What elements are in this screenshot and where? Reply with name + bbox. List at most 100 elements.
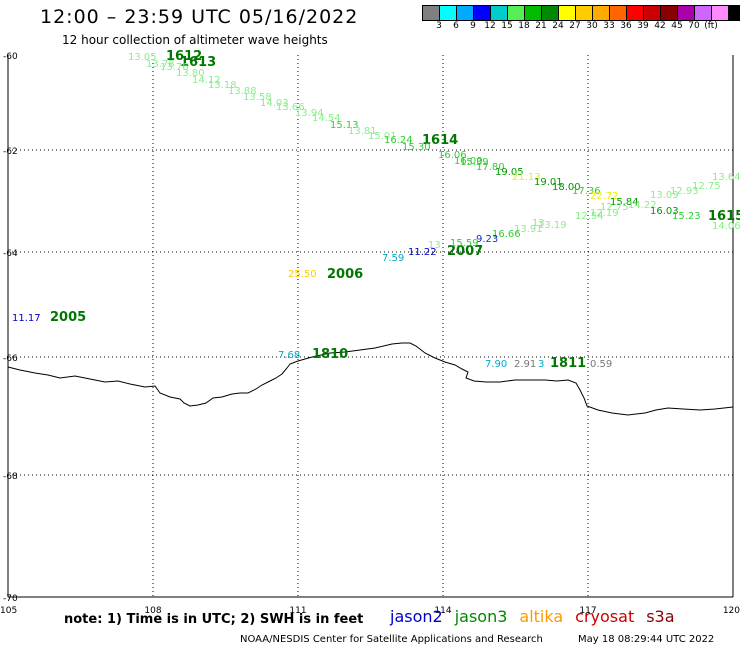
wave-height-value: 13.78 [146,59,175,70]
satellite-legend-item: jason3 [454,607,508,626]
wave-height-value: 13.80 [176,68,205,79]
legend-label: 3 [436,21,442,31]
wave-height-value: 14.03 [260,98,289,109]
legend-label: 21 [535,21,547,31]
legend-label: 36 [620,21,632,31]
wave-height-value: 13 [428,240,441,251]
wave-height-value: 17.80 [476,162,505,173]
wave-height-value: 15.13 [330,120,359,131]
wave-height-value: 13.09 [650,190,679,201]
latitude-tick-label: -64 [3,249,18,259]
longitude-tick-label: 105 [0,606,17,616]
wave-height-value: 13.58 [243,92,272,103]
legend-label: 33 [603,21,615,31]
legend-label: 12 [484,21,496,31]
generated-timestamp: May 18 08:29:44 UTC 2022 [578,634,715,645]
legend-swatch [729,6,740,20]
legend-swatch [440,6,457,20]
legend-swatch [678,6,695,20]
axis-ticks: 105 108 111 114 117 120 -60 -62 -64 -66 -68 -70 [0,52,740,616]
satellite-legend-item: jason2 [390,607,443,626]
legend-swatch [610,6,627,20]
wave-height-value: 3 [538,359,544,370]
legend-label: 18 [518,21,530,31]
legend-swatch [525,6,542,20]
legend-label: 70 [688,21,700,31]
wave-height-value: 15.23 [672,211,701,222]
legend-swatch [576,6,593,20]
track-label: 2005 [50,310,86,325]
wave-height-value: 7.59 [382,253,404,264]
legend-label: 42 [654,21,666,31]
legend-swatch [559,6,576,20]
wave-height-value: 16.03 [650,206,679,217]
legend-label: 6 [453,21,459,31]
wave-height-value: 14.06 [712,221,740,232]
wave-height-value: 15.39 [460,157,489,168]
legend-swatch [695,6,712,20]
track-label: 1811 [550,356,586,371]
wave-height-value: 2.91 [514,359,536,370]
track-label: 2007 [447,244,483,259]
wave-height-value: 13.88 [228,86,257,97]
wave-height-value: 9.23 [476,234,498,245]
track-label: 1614 [422,133,458,148]
satellite-legend-item: s3a [646,607,675,626]
legend-label: 30 [586,21,598,31]
longitude-tick-label: 114 [434,606,451,616]
legend-label: 9 [470,21,476,31]
legend-swatch [474,6,491,20]
wave-height-value: 13.76 [160,62,189,73]
wave-height-value: 12.75 [692,181,721,192]
legend-label: 45 [671,21,683,31]
wave-height-value: 13.66 [276,102,305,113]
legend-label: 27 [569,21,581,31]
wave-height-value: 13 [532,218,545,229]
graticule [7,55,734,598]
footnote: note: 1) Time is in UTC; 2) SWH is in fe… [64,612,364,627]
wave-height-value: 16.06 [438,150,467,161]
wave-height-value: 12.54 [575,211,604,222]
track-label: 1612 [166,49,202,64]
legend-swatch [423,6,440,20]
wave-height-value: 13.05 [128,52,157,63]
wave-height-value: 19.05 [495,167,524,178]
latitude-tick-label: -68 [3,472,18,482]
legend-label: (ft) [704,21,718,31]
wave-height-value: 13.91 [514,224,543,235]
legend-swatch [627,6,644,20]
wave-height-value: 15.01 [368,131,397,142]
legend-label: 15 [501,21,513,31]
legend-swatch [644,6,661,20]
wave-height-value: 25.50 [288,269,317,280]
wave-height-value: 14.22 [628,200,657,211]
latitude-tick-label: -62 [3,147,18,157]
satellite-legend-item: altika [519,607,564,626]
satellite-legend: jason2 jason3 altika cryosat s3a [390,607,675,626]
wave-height-value: 15.30 [402,142,431,153]
legend-swatch [661,6,678,20]
wave-height-value: 21.13 [512,172,541,183]
latitude-tick-label: -60 [3,52,18,62]
wave-height-value: 13.94 [295,108,324,119]
map-title: 12:00 – 23:59 UTC 05/16/2022 [40,6,359,28]
legend-swatch [508,6,525,20]
legend-label: 24 [552,21,564,31]
wave-height-value: 12.75 [600,202,629,213]
satellite-legend-item: cryosat [575,607,635,626]
track-label: 1615 [708,209,740,224]
wave-height-value: 18.00 [552,182,581,193]
legend-swatch [457,6,474,20]
wave-height-value: 13.19 [538,220,567,231]
latitude-tick-label: -70 [3,594,18,604]
legend-swatch [593,6,610,20]
legend-label: 39 [637,21,649,31]
wave-height-value: 16.24 [384,135,413,146]
wave-height-value: 13.18 [208,80,237,91]
legend-swatch [491,6,508,20]
wave-height-value: 12.19 [590,208,619,219]
wave-height-value: 16.66 [492,229,521,240]
wave-height-value: 7.90 [485,359,507,370]
